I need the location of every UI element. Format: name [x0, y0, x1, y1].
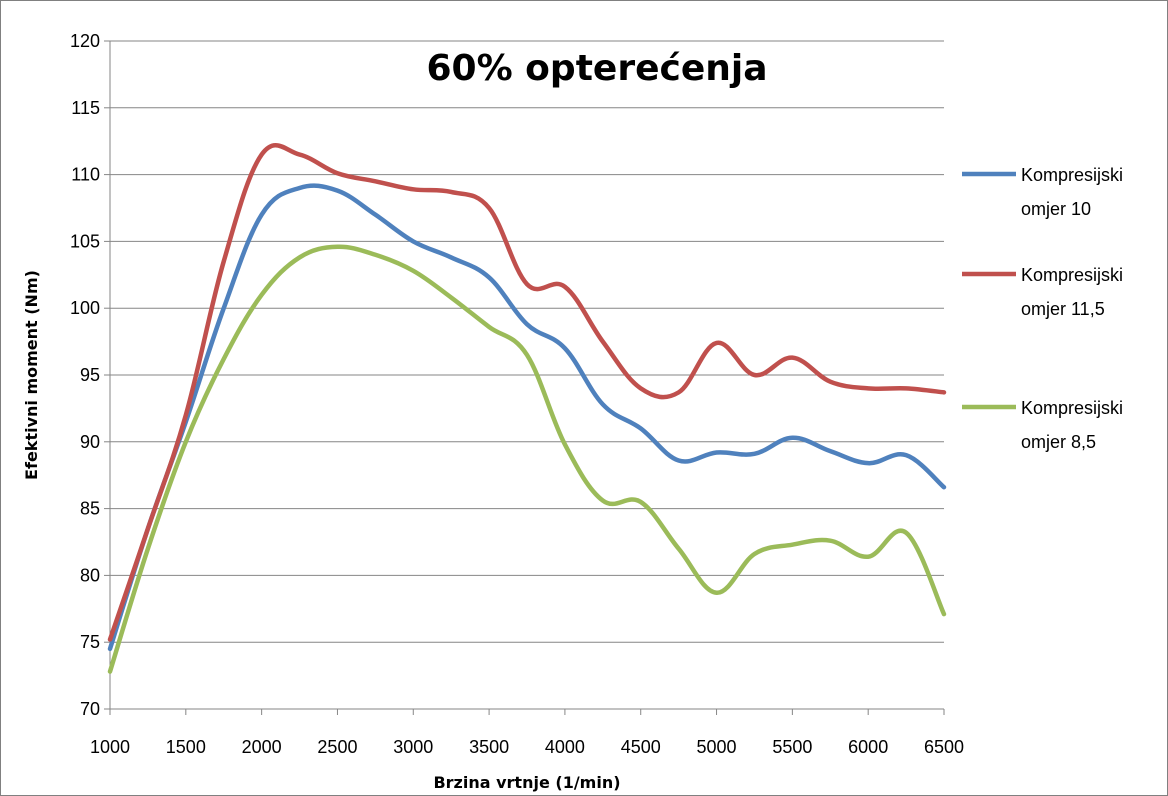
y-tick-label: 95 — [80, 365, 100, 385]
legend-label: omjer 11,5 — [1021, 299, 1105, 319]
x-tick-label: 3000 — [393, 737, 433, 757]
x-axis-title: Brzina vrtnje (1/min) — [433, 773, 620, 792]
axes: 70 75 80 85 90 95 100 105 110 115 120 1000 1500 2000 2… — [70, 31, 964, 757]
x-tick-label: 6000 — [848, 737, 888, 757]
y-tick-label: 100 — [70, 298, 100, 318]
y-tick-label: 90 — [80, 432, 100, 452]
y-tick-label: 80 — [80, 565, 100, 585]
y-tick-label: 105 — [70, 231, 100, 251]
y-axis-title: Efektivni moment (Nm) — [22, 270, 41, 480]
gridlines — [110, 40, 944, 710]
y-tick-label: 115 — [71, 98, 100, 118]
legend-label: omjer 10 — [1021, 199, 1091, 219]
series-line-omjer-10 — [107, 183, 947, 652]
y-tick-label: 75 — [80, 632, 100, 652]
legend-label: Kompresijski — [1021, 165, 1123, 185]
x-tick-label: 6500 — [924, 737, 964, 757]
x-tick-label: 5500 — [772, 737, 812, 757]
y-tick-label: 85 — [80, 499, 100, 519]
series-line-omjer-8-5 — [107, 244, 947, 674]
x-tick-label: 1000 — [90, 737, 130, 757]
legend-label: Kompresijski — [1021, 265, 1123, 285]
x-tick-label: 3500 — [469, 737, 509, 757]
x-tick-label: 2500 — [317, 737, 357, 757]
y-tick-label: 110 — [71, 165, 100, 185]
y-tick-label: 70 — [80, 699, 100, 719]
x-tick-label: 4000 — [545, 737, 585, 757]
x-tick-label: 4500 — [621, 737, 661, 757]
y-tick-label: 120 — [70, 31, 100, 51]
legend-label: omjer 8,5 — [1021, 432, 1096, 452]
series-line-omjer-11-5 — [107, 142, 947, 642]
x-tick-label: 2000 — [242, 737, 282, 757]
chart-title: 60% opterećenja — [426, 48, 767, 89]
series-lines — [107, 142, 947, 674]
x-tick-label: 5000 — [697, 737, 737, 757]
legend: Kompresijski omjer 10 Kompresijski omjer 11… — [962, 165, 1123, 452]
legend-label: Kompresijski — [1021, 398, 1123, 418]
x-tick-label: 1500 — [166, 737, 206, 757]
